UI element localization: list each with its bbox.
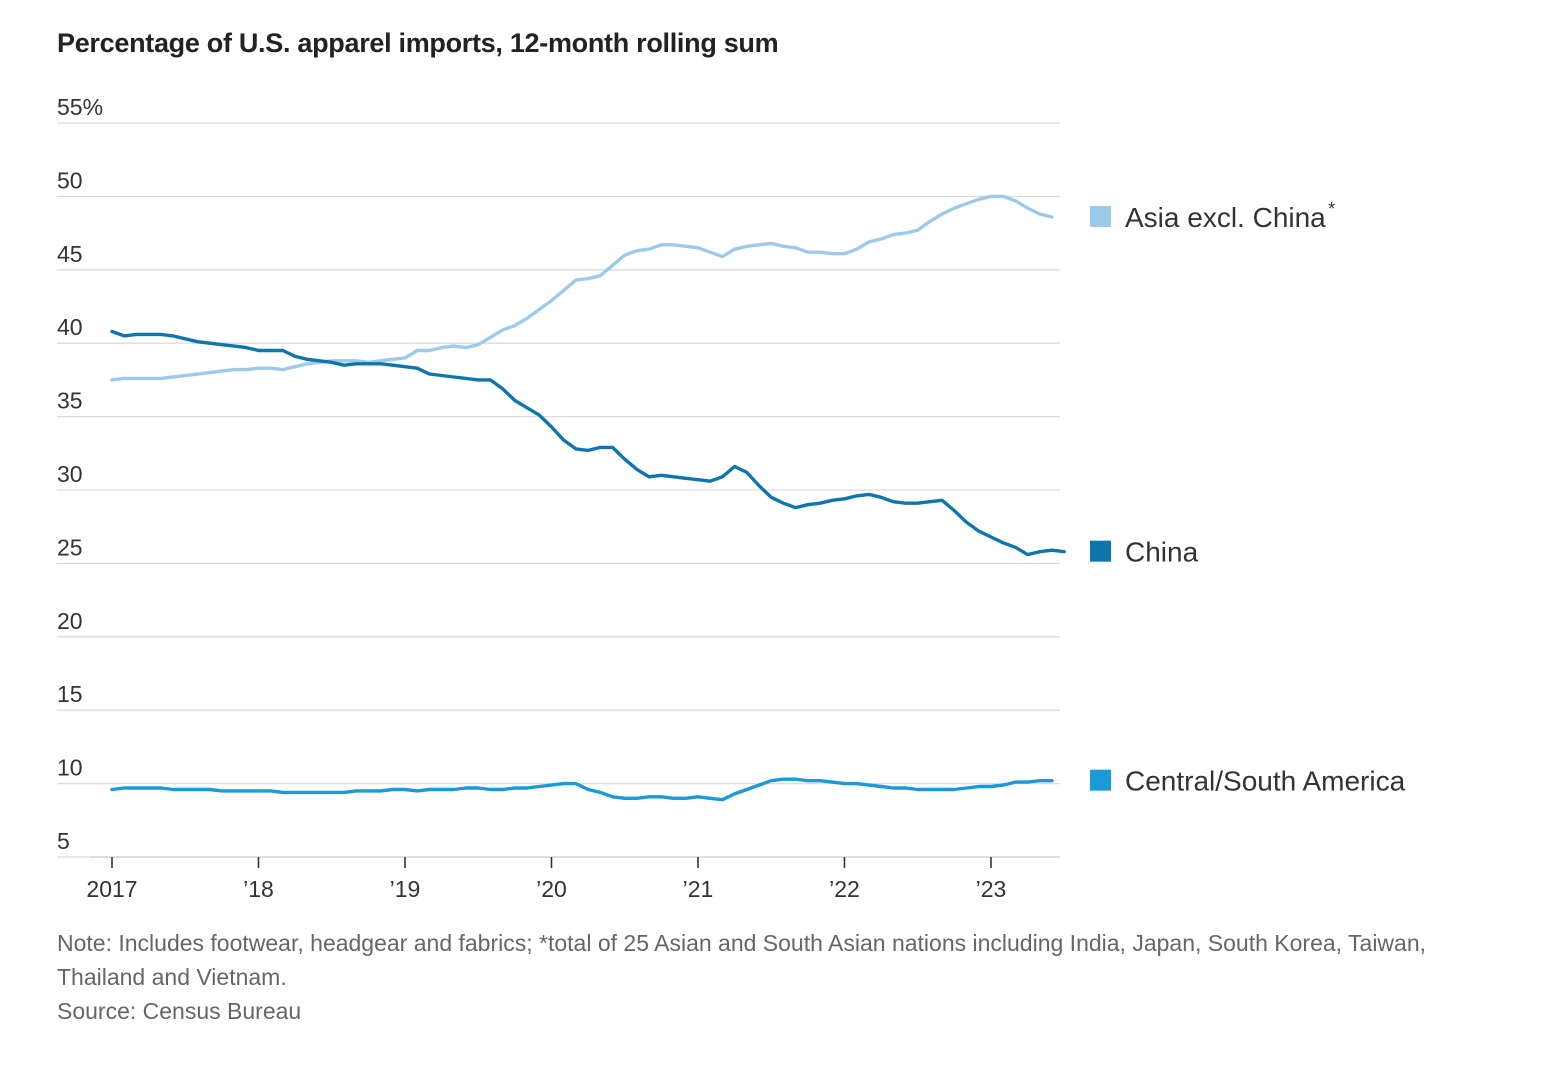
x-tick-label: ’23 bbox=[976, 876, 1007, 902]
x-tick-label: ’19 bbox=[390, 876, 421, 902]
x-tick-label: ’20 bbox=[536, 876, 567, 902]
y-tick-label: 35 bbox=[57, 388, 83, 414]
y-tick-label: 20 bbox=[57, 608, 83, 634]
y-tick-label: 5 bbox=[57, 828, 70, 854]
y-tick-label: 15 bbox=[57, 681, 83, 707]
legend-item: Asia excl. China * bbox=[1090, 199, 1335, 233]
series-line bbox=[110, 329, 1066, 557]
series-line bbox=[110, 777, 1054, 802]
legend-label: Asia excl. China bbox=[1125, 202, 1326, 233]
note-text: Note: Includes footwear, headgear and fa… bbox=[57, 930, 1427, 990]
y-tick-label: 50 bbox=[57, 167, 83, 193]
y-tick-label: 40 bbox=[57, 314, 83, 340]
legend-label: China bbox=[1125, 537, 1199, 568]
legend-item: Central/South America bbox=[1090, 766, 1406, 797]
series-lines bbox=[110, 194, 1066, 802]
chart-title: Percentage of U.S. apparel imports, 12-m… bbox=[57, 28, 779, 58]
y-tick-label: 30 bbox=[57, 461, 83, 487]
x-tick-label: ’21 bbox=[683, 876, 714, 902]
source-text: Source: Census Bureau bbox=[57, 998, 302, 1024]
legend-swatch bbox=[1090, 540, 1111, 562]
y-tick-label: 10 bbox=[57, 755, 83, 781]
x-axis-ticks: 2017 ’18 ’19 ’20 ’21 ’22 ’23 bbox=[86, 857, 1006, 902]
x-tick-label: 2017 bbox=[86, 876, 137, 902]
y-tick-label: 55% bbox=[57, 94, 103, 120]
x-tick-label: ’22 bbox=[829, 876, 860, 902]
y-axis-ticks: 55% 50 45 40 35 30 25 20 15 10 5 bbox=[57, 94, 103, 854]
legend: Asia excl. China * China Central/South Amer… bbox=[1090, 199, 1406, 797]
legend-swatch bbox=[1090, 769, 1111, 791]
legend-swatch bbox=[1090, 205, 1111, 227]
x-tick-label: ’18 bbox=[243, 876, 274, 902]
legend-item: China bbox=[1090, 537, 1199, 568]
legend-label: Central/South America bbox=[1125, 766, 1406, 797]
y-tick-label: 25 bbox=[57, 534, 83, 560]
series-line bbox=[110, 194, 1054, 382]
y-tick-label: 45 bbox=[57, 241, 83, 267]
legend-footnote-marker: * bbox=[1328, 199, 1335, 219]
chart-footnote: Note: Includes footwear, headgear and fa… bbox=[57, 926, 1487, 1028]
